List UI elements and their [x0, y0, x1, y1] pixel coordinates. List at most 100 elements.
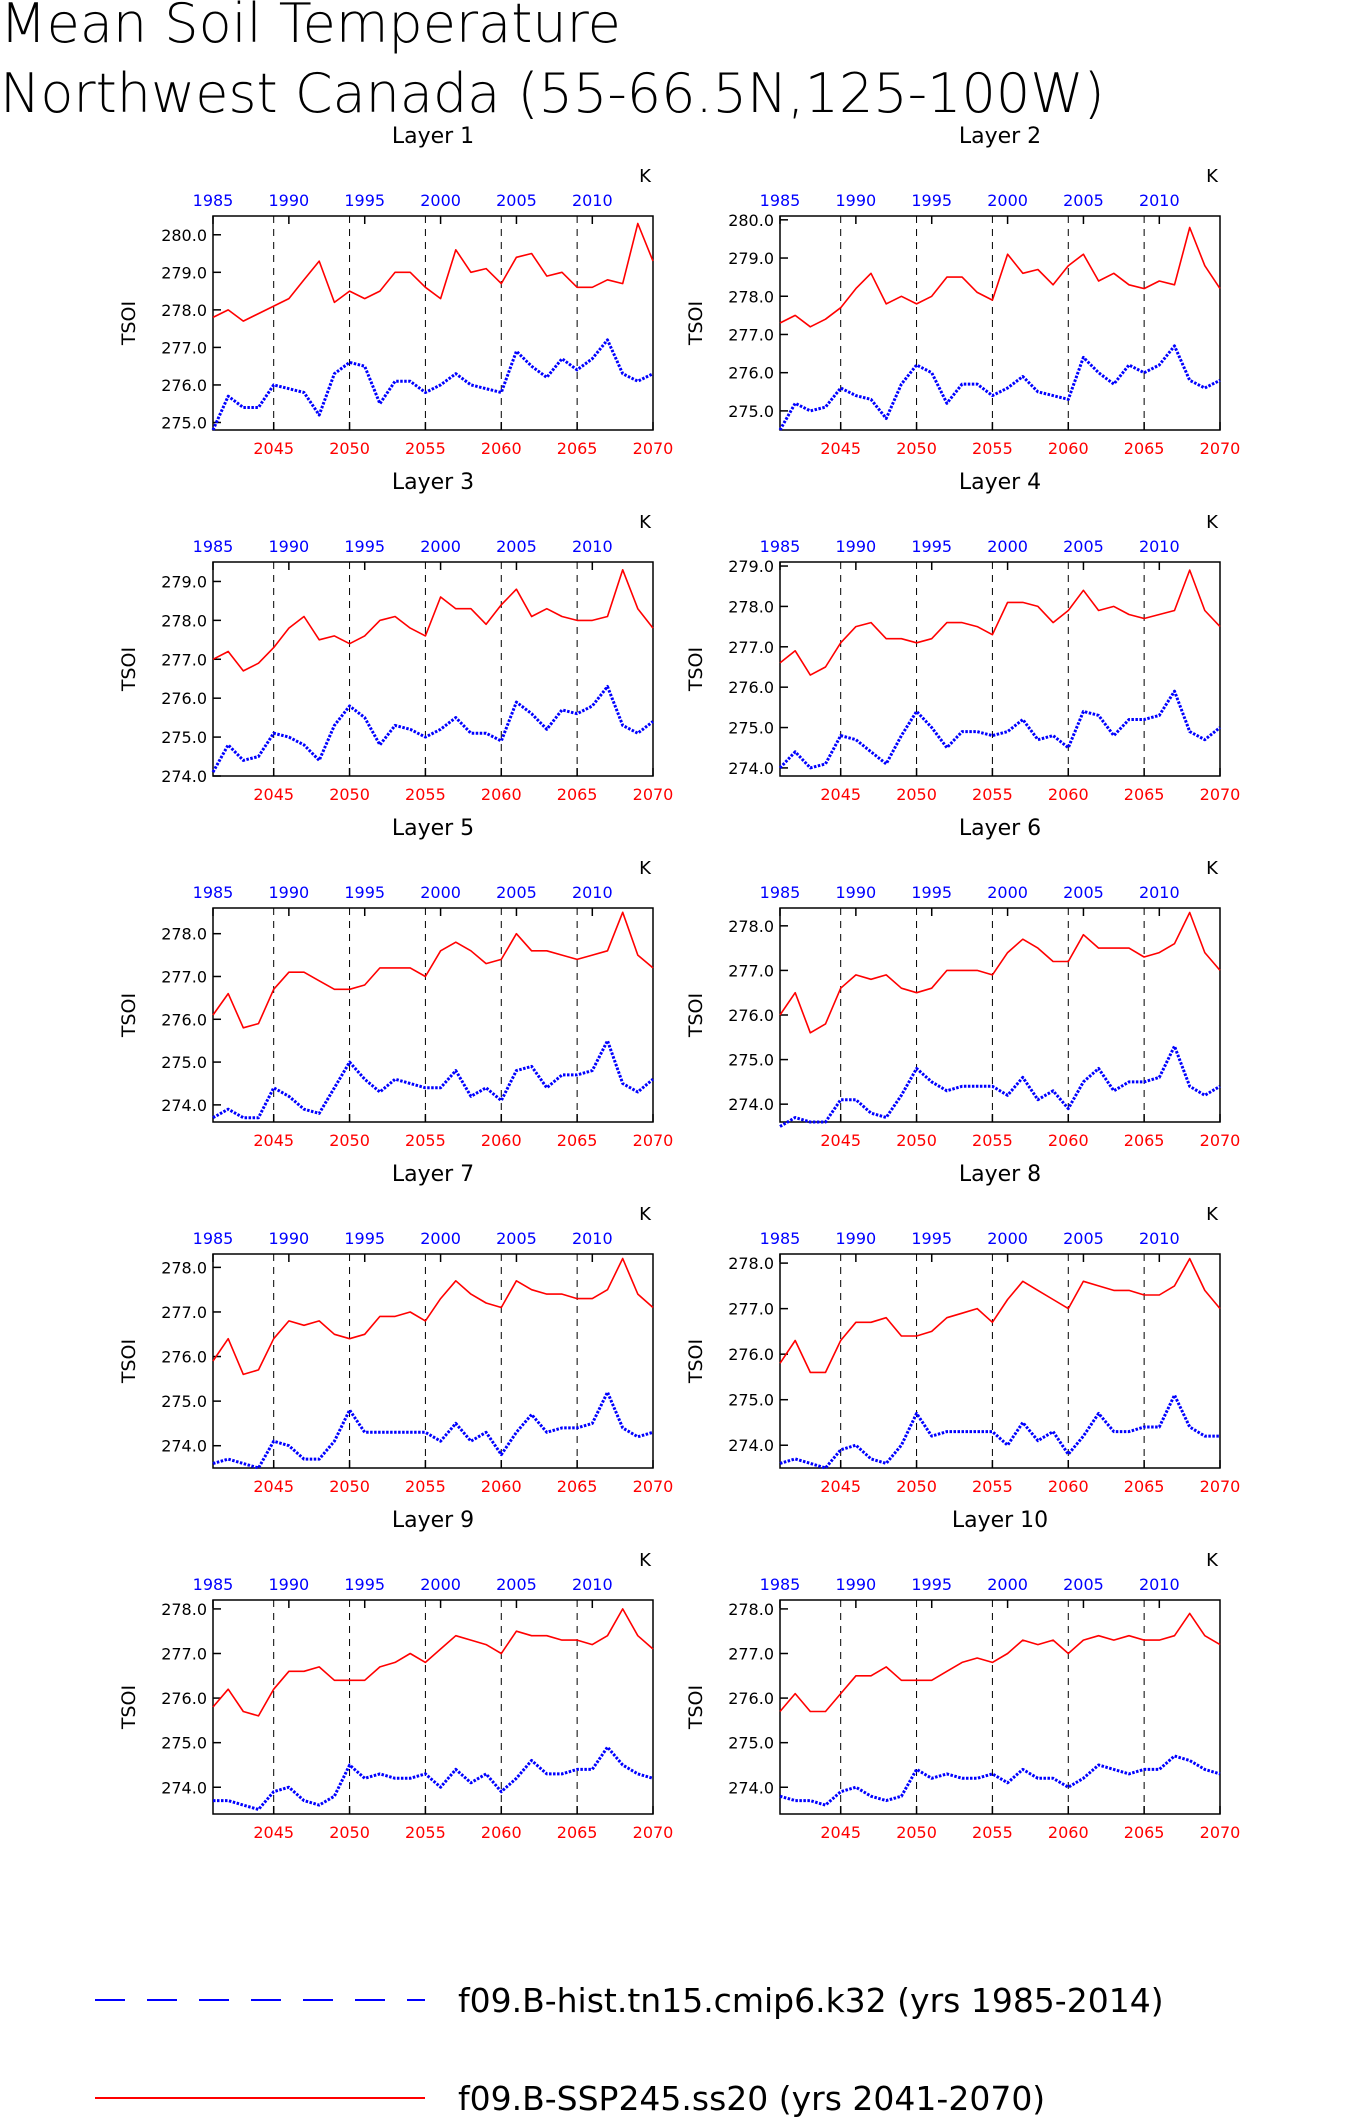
x-bottom-tick-label: 2045	[253, 785, 294, 804]
x-top-tick-label: 2010	[1139, 191, 1180, 210]
x-top-tick-label: 1985	[760, 537, 801, 556]
x-bottom-tick-label: 2045	[820, 1477, 861, 1496]
y-tick-label: 279.0	[728, 249, 774, 268]
x-bottom-tick-label: 2050	[896, 1823, 937, 1842]
x-bottom-tick-label: 2055	[972, 1477, 1013, 1496]
legend-ssp-label: f09.B-SSP245.ss20 (yrs 2041-2070)	[458, 2079, 1045, 2118]
x-top-tick-label: 2000	[420, 191, 461, 210]
panel-title: Layer 9	[392, 1508, 474, 1533]
y-tick-label: 277.0	[161, 650, 207, 669]
y-axis-label: TSOI	[118, 993, 140, 1038]
y-tick-label: 277.0	[161, 1303, 207, 1322]
series-line-ssp245	[779, 1257, 1221, 1374]
x-bottom-tick-label: 2055	[405, 439, 446, 458]
x-top-tick-label: 2000	[987, 1575, 1028, 1594]
units-label: K	[639, 512, 652, 533]
y-tick-label: 277.0	[161, 967, 207, 986]
x-top-tick-label: 1985	[193, 1229, 234, 1248]
x-top-tick-label: 1990	[269, 537, 310, 556]
x-top-tick-label: 1995	[344, 1575, 385, 1594]
y-tick-label: 278.0	[161, 1600, 207, 1619]
y-tick-label: 275.0	[728, 719, 774, 738]
x-bottom-tick-label: 2060	[1048, 785, 1089, 804]
x-top-tick-label: 1990	[269, 883, 310, 902]
layer-panel: Layer 1 K TSOI 2045 2050 2055 2060 2065 2070 1985…	[118, 124, 673, 458]
x-top-tick-label: 1985	[760, 1575, 801, 1594]
x-bottom-tick-label: 2065	[557, 439, 598, 458]
y-tick-label: 275.0	[728, 1391, 774, 1410]
y-tick-label: 279.0	[161, 263, 207, 282]
layer-panel: Layer 4 K TSOI 2045 2050 2055 2060 2065 2070 1985…	[685, 470, 1240, 804]
x-bottom-tick-label: 2060	[1048, 439, 1089, 458]
y-tick-label: 278.0	[161, 1258, 207, 1277]
y-tick-label: 277.0	[161, 1645, 207, 1664]
figure-title-line1: Mean Soil Temperature	[0, 0, 621, 55]
x-bottom-tick-label: 2060	[481, 1477, 522, 1496]
series-line-hist	[211, 685, 654, 773]
x-bottom-tick-label: 2070	[1200, 1823, 1241, 1842]
y-tick-label: 277.0	[728, 638, 774, 657]
series-line-hist	[778, 344, 1221, 431]
series-line-hist	[778, 689, 1221, 770]
x-bottom-tick-label: 2050	[329, 785, 370, 804]
y-tick-label: 275.0	[728, 402, 774, 421]
x-bottom-tick-label: 2070	[1200, 1477, 1241, 1496]
y-tick-label: 278.0	[728, 1600, 774, 1619]
layer-panel: Layer 6 K TSOI 2045 2050 2055 2060 2065 2070 1985…	[685, 816, 1240, 1150]
series-line-hist	[779, 1754, 1221, 1807]
x-bottom-tick-label: 2060	[481, 439, 522, 458]
layer-panel: Layer 9 K TSOI 2045 2050 2055 2060 2065 2070 1985…	[118, 1508, 673, 1842]
y-tick-label: 274.0	[161, 767, 207, 786]
plot-frame	[212, 1253, 654, 1469]
x-top-tick-label: 1995	[344, 883, 385, 902]
x-bottom-tick-label: 2055	[405, 1477, 446, 1496]
x-top-tick-label: 2010	[572, 1575, 613, 1594]
y-tick-label: 276.0	[728, 678, 774, 697]
y-tick-label: 276.0	[728, 1006, 774, 1025]
x-bottom-tick-label: 2050	[329, 1823, 370, 1842]
x-bottom-tick-label: 2065	[557, 1131, 598, 1150]
series-line-ssp245	[779, 1612, 1221, 1713]
x-bottom-tick-label: 2050	[329, 1477, 370, 1496]
y-tick-label: 276.0	[161, 376, 207, 395]
series-line-ssp245	[212, 222, 654, 322]
x-top-tick-label: 2000	[987, 1229, 1028, 1248]
x-top-tick-label: 2005	[496, 191, 537, 210]
y-tick-label: 274.0	[728, 759, 774, 778]
y-axis-label: TSOI	[118, 301, 140, 346]
x-bottom-tick-label: 2070	[633, 439, 674, 458]
x-top-tick-label: 1995	[911, 191, 952, 210]
x-bottom-tick-label: 2070	[1200, 785, 1241, 804]
x-top-tick-label: 2005	[496, 1229, 537, 1248]
x-bottom-tick-label: 2055	[405, 1131, 446, 1150]
y-tick-label: 274.0	[161, 1778, 207, 1797]
panel-title: Layer 4	[959, 470, 1041, 495]
x-top-tick-label: 1985	[760, 1229, 801, 1248]
x-bottom-tick-label: 2055	[405, 1823, 446, 1842]
x-top-tick-label: 1985	[760, 883, 801, 902]
x-top-tick-label: 2010	[1139, 1229, 1180, 1248]
x-top-tick-label: 2005	[1063, 1575, 1104, 1594]
y-tick-label: 274.0	[161, 1096, 207, 1115]
plot-frame	[779, 1253, 1221, 1469]
x-top-tick-label: 1995	[911, 1229, 952, 1248]
x-top-tick-label: 2000	[987, 883, 1028, 902]
x-bottom-tick-label: 2055	[972, 1131, 1013, 1150]
x-top-tick-label: 1985	[193, 883, 234, 902]
x-top-tick-label: 1985	[193, 1575, 234, 1594]
x-bottom-tick-label: 2045	[820, 785, 861, 804]
y-tick-label: 274.0	[728, 1778, 774, 1797]
series-line-ssp245	[212, 568, 654, 672]
plot-frame	[212, 561, 654, 777]
x-top-tick-label: 1990	[269, 1575, 310, 1594]
y-tick-label: 276.0	[161, 1010, 207, 1029]
x-top-tick-label: 2010	[1139, 1575, 1180, 1594]
x-bottom-tick-label: 2065	[1124, 785, 1165, 804]
series-line-hist	[212, 1039, 654, 1120]
units-label: K	[639, 1550, 652, 1571]
units-label: K	[639, 166, 652, 187]
layer-panel: Layer 8 K TSOI 2045 2050 2055 2060 2065 2070 1985…	[685, 1162, 1240, 1496]
x-top-tick-label: 2005	[1063, 1229, 1104, 1248]
y-tick-label: 280.0	[728, 211, 774, 230]
